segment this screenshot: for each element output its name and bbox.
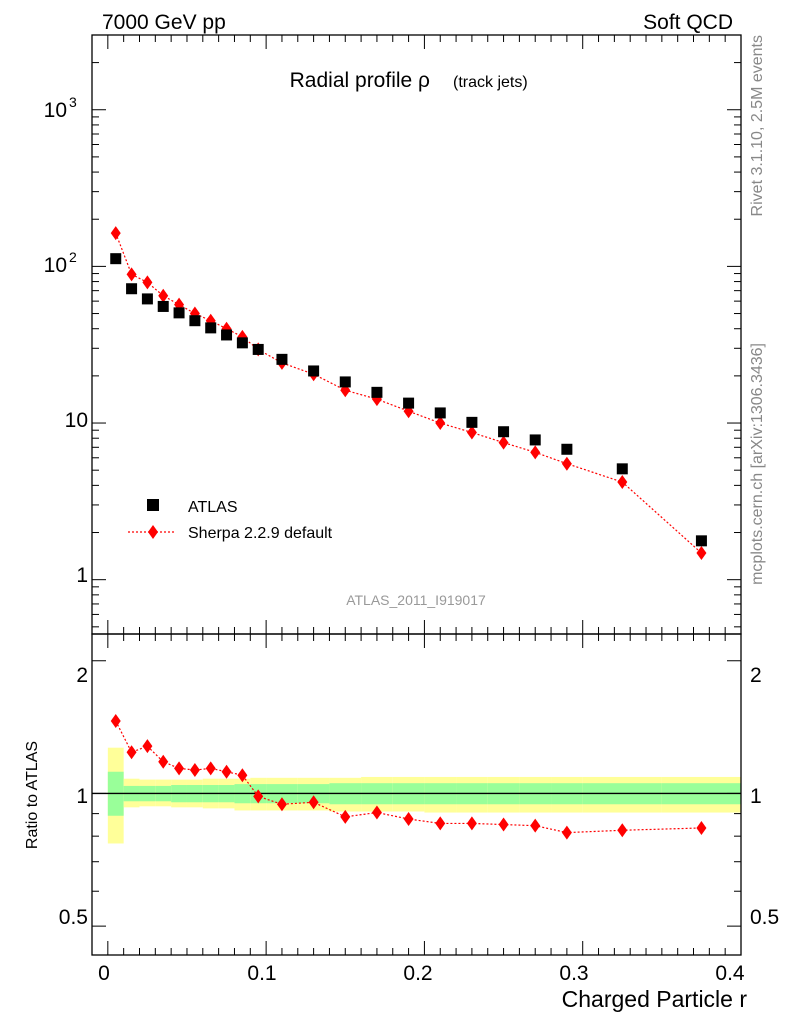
sherpa-point (435, 416, 446, 431)
rivet-version-label: Rivet 3.1.10, 2.5M events (749, 35, 766, 216)
ratio-sherpa-point (498, 817, 509, 832)
sherpa-point (158, 288, 169, 303)
ratio-ytick-label-left-2: 2 (76, 664, 88, 687)
ratio-sherpa-point (253, 789, 264, 804)
sherpa-point (466, 425, 477, 440)
ratio-sherpa-point (142, 739, 153, 754)
x-axis-label: Charged Particle r (562, 986, 748, 1012)
ratio-sherpa-point (371, 805, 382, 820)
ratio-panel-frame (91, 633, 742, 956)
atlas-point (339, 376, 351, 388)
ratio-sherpa-point (340, 809, 351, 824)
sherpa-point (696, 546, 707, 561)
legend-label-atlas: ATLAS (188, 499, 238, 516)
atlas-point (434, 407, 446, 419)
atlas-point (205, 322, 217, 334)
sherpa-point (126, 267, 137, 282)
sherpa-point (110, 226, 121, 241)
ratio-sherpa-point (617, 823, 628, 838)
legend-label-sherpa: Sherpa 2.2.9 default (188, 525, 333, 542)
xtick-label-0: 0 (98, 962, 110, 985)
atlas-point (141, 293, 153, 305)
ytick-label-100-base: 10 (44, 254, 67, 277)
chart-title: Radial profile ρ (290, 69, 430, 92)
sherpa-point (561, 456, 572, 471)
ratio-sherpa-point (237, 768, 248, 783)
legend-marker-sherpa (148, 525, 158, 539)
ytick-label-10: 10 (65, 409, 88, 432)
chart-subtitle: (track jets) (453, 74, 528, 91)
ratio-sherpa-point (403, 812, 414, 827)
ratio-sherpa-point (189, 763, 200, 778)
ratio-sherpa-point (126, 745, 137, 760)
ytick-label-1000-exp: 3 (69, 94, 77, 110)
analysis-watermark: ATLAS_2011_I919017 (346, 592, 486, 608)
ratio-ytick-label-right-1: 1 (750, 785, 762, 808)
atlas-point (126, 283, 138, 295)
ratio-sherpa-point (466, 816, 477, 831)
ratio-sherpa-line (115, 720, 702, 834)
atlas-point (371, 386, 383, 398)
ratio-sherpa-point (221, 764, 232, 779)
legend-marker-atlas (147, 499, 159, 511)
atlas-point (157, 300, 169, 312)
ratio-sherpa-point (110, 713, 121, 728)
xtick-label-0.1: 0.1 (247, 962, 276, 985)
xtick-label-0.4: 0.4 (715, 962, 745, 985)
ytick-label-100-exp: 2 (69, 249, 77, 265)
y-axis-label-ratio: Ratio to ATLAS (24, 741, 41, 849)
header-right-label: Soft QCD (643, 11, 733, 34)
ratio-sherpa-point (205, 761, 216, 776)
ratio-sherpa-point (174, 761, 185, 776)
atlas-point (173, 307, 185, 319)
ratio-ytick-label-right-0.5: 0.5 (750, 906, 779, 929)
header-left-label: 7000 GeV pp (102, 11, 226, 34)
atlas-point (189, 315, 201, 327)
atlas-point (498, 426, 510, 438)
ratio-sherpa-point (308, 795, 319, 810)
ratio-ytick-label-left-1: 1 (76, 785, 88, 808)
mcplots-source-label: mcplots.cern.ch [arXiv:1306.3436] (749, 343, 766, 585)
ratio-sherpa-point (561, 825, 572, 840)
ratio-sherpa-point (435, 816, 446, 831)
atlas-point (221, 329, 233, 341)
atlas-point (529, 434, 541, 446)
atlas-point (695, 535, 707, 547)
atlas-point (616, 463, 628, 475)
ratio-sherpa-point (276, 797, 287, 812)
ratio-sherpa-point (158, 754, 169, 769)
atlas-point (252, 343, 264, 355)
sherpa-point (530, 445, 541, 460)
ytick-label-1000-base: 10 (44, 99, 67, 122)
sherpa-line (115, 232, 702, 554)
ratio-sherpa-point (530, 818, 541, 833)
atlas-point (403, 397, 415, 409)
atlas-point (276, 353, 288, 365)
sherpa-point (617, 475, 628, 490)
ratio-sherpa-point (696, 820, 707, 835)
atlas-point (308, 365, 320, 377)
atlas-point (236, 337, 248, 349)
sherpa-point (142, 275, 153, 290)
ratio-ytick-label-right-2: 2 (750, 664, 762, 687)
atlas-point (466, 416, 478, 428)
xtick-label-0.2: 0.2 (403, 962, 432, 985)
ratio-ytick-label-left-0.5: 0.5 (59, 906, 88, 929)
ytick-label-1: 1 (76, 564, 88, 587)
xtick-label-0.3: 0.3 (559, 962, 588, 985)
sherpa-point (498, 435, 509, 450)
top-panel-frame (91, 34, 742, 635)
atlas-point (110, 253, 122, 265)
atlas-point (561, 443, 573, 455)
